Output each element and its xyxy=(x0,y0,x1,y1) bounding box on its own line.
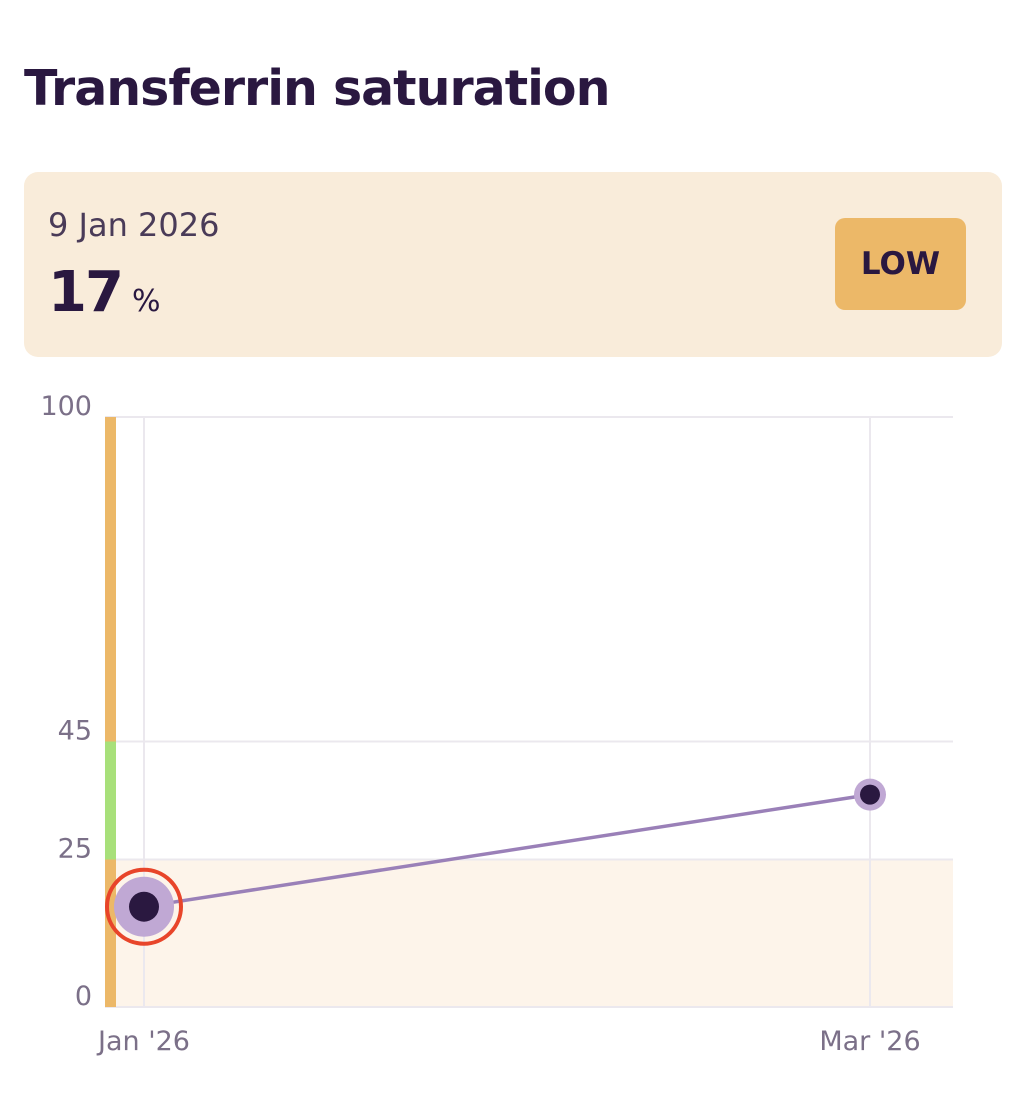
data-point[interactable] xyxy=(129,891,159,922)
page-title: Transferrin saturation xyxy=(24,60,610,117)
summary-unit: % xyxy=(131,284,161,319)
y-tick-label-100: 100 xyxy=(40,391,92,422)
x-tick-label-1: Mar '26 xyxy=(819,1026,920,1057)
range-bar-low xyxy=(105,859,116,1007)
range-bar-high xyxy=(105,417,116,742)
y-tick-label-0: 0 xyxy=(75,981,92,1012)
range-bar-normal xyxy=(105,741,116,860)
data-point[interactable] xyxy=(860,784,880,805)
y-tick-label-25: 25 xyxy=(58,834,92,865)
x-tick-label-0: Jan '26 xyxy=(96,1026,190,1057)
status-badge: LOW xyxy=(835,218,966,310)
summary-value: 17 xyxy=(48,260,124,325)
low-range-zone xyxy=(105,859,953,1007)
summary-card: 9 Jan 2026 17% LOW xyxy=(24,172,1002,357)
summary-date: 9 Jan 2026 xyxy=(48,206,220,244)
summary-value-row: 17% xyxy=(48,260,160,325)
series-line xyxy=(143,792,871,909)
selected-point-ring xyxy=(105,867,183,946)
y-tick-label-45: 45 xyxy=(58,716,92,747)
